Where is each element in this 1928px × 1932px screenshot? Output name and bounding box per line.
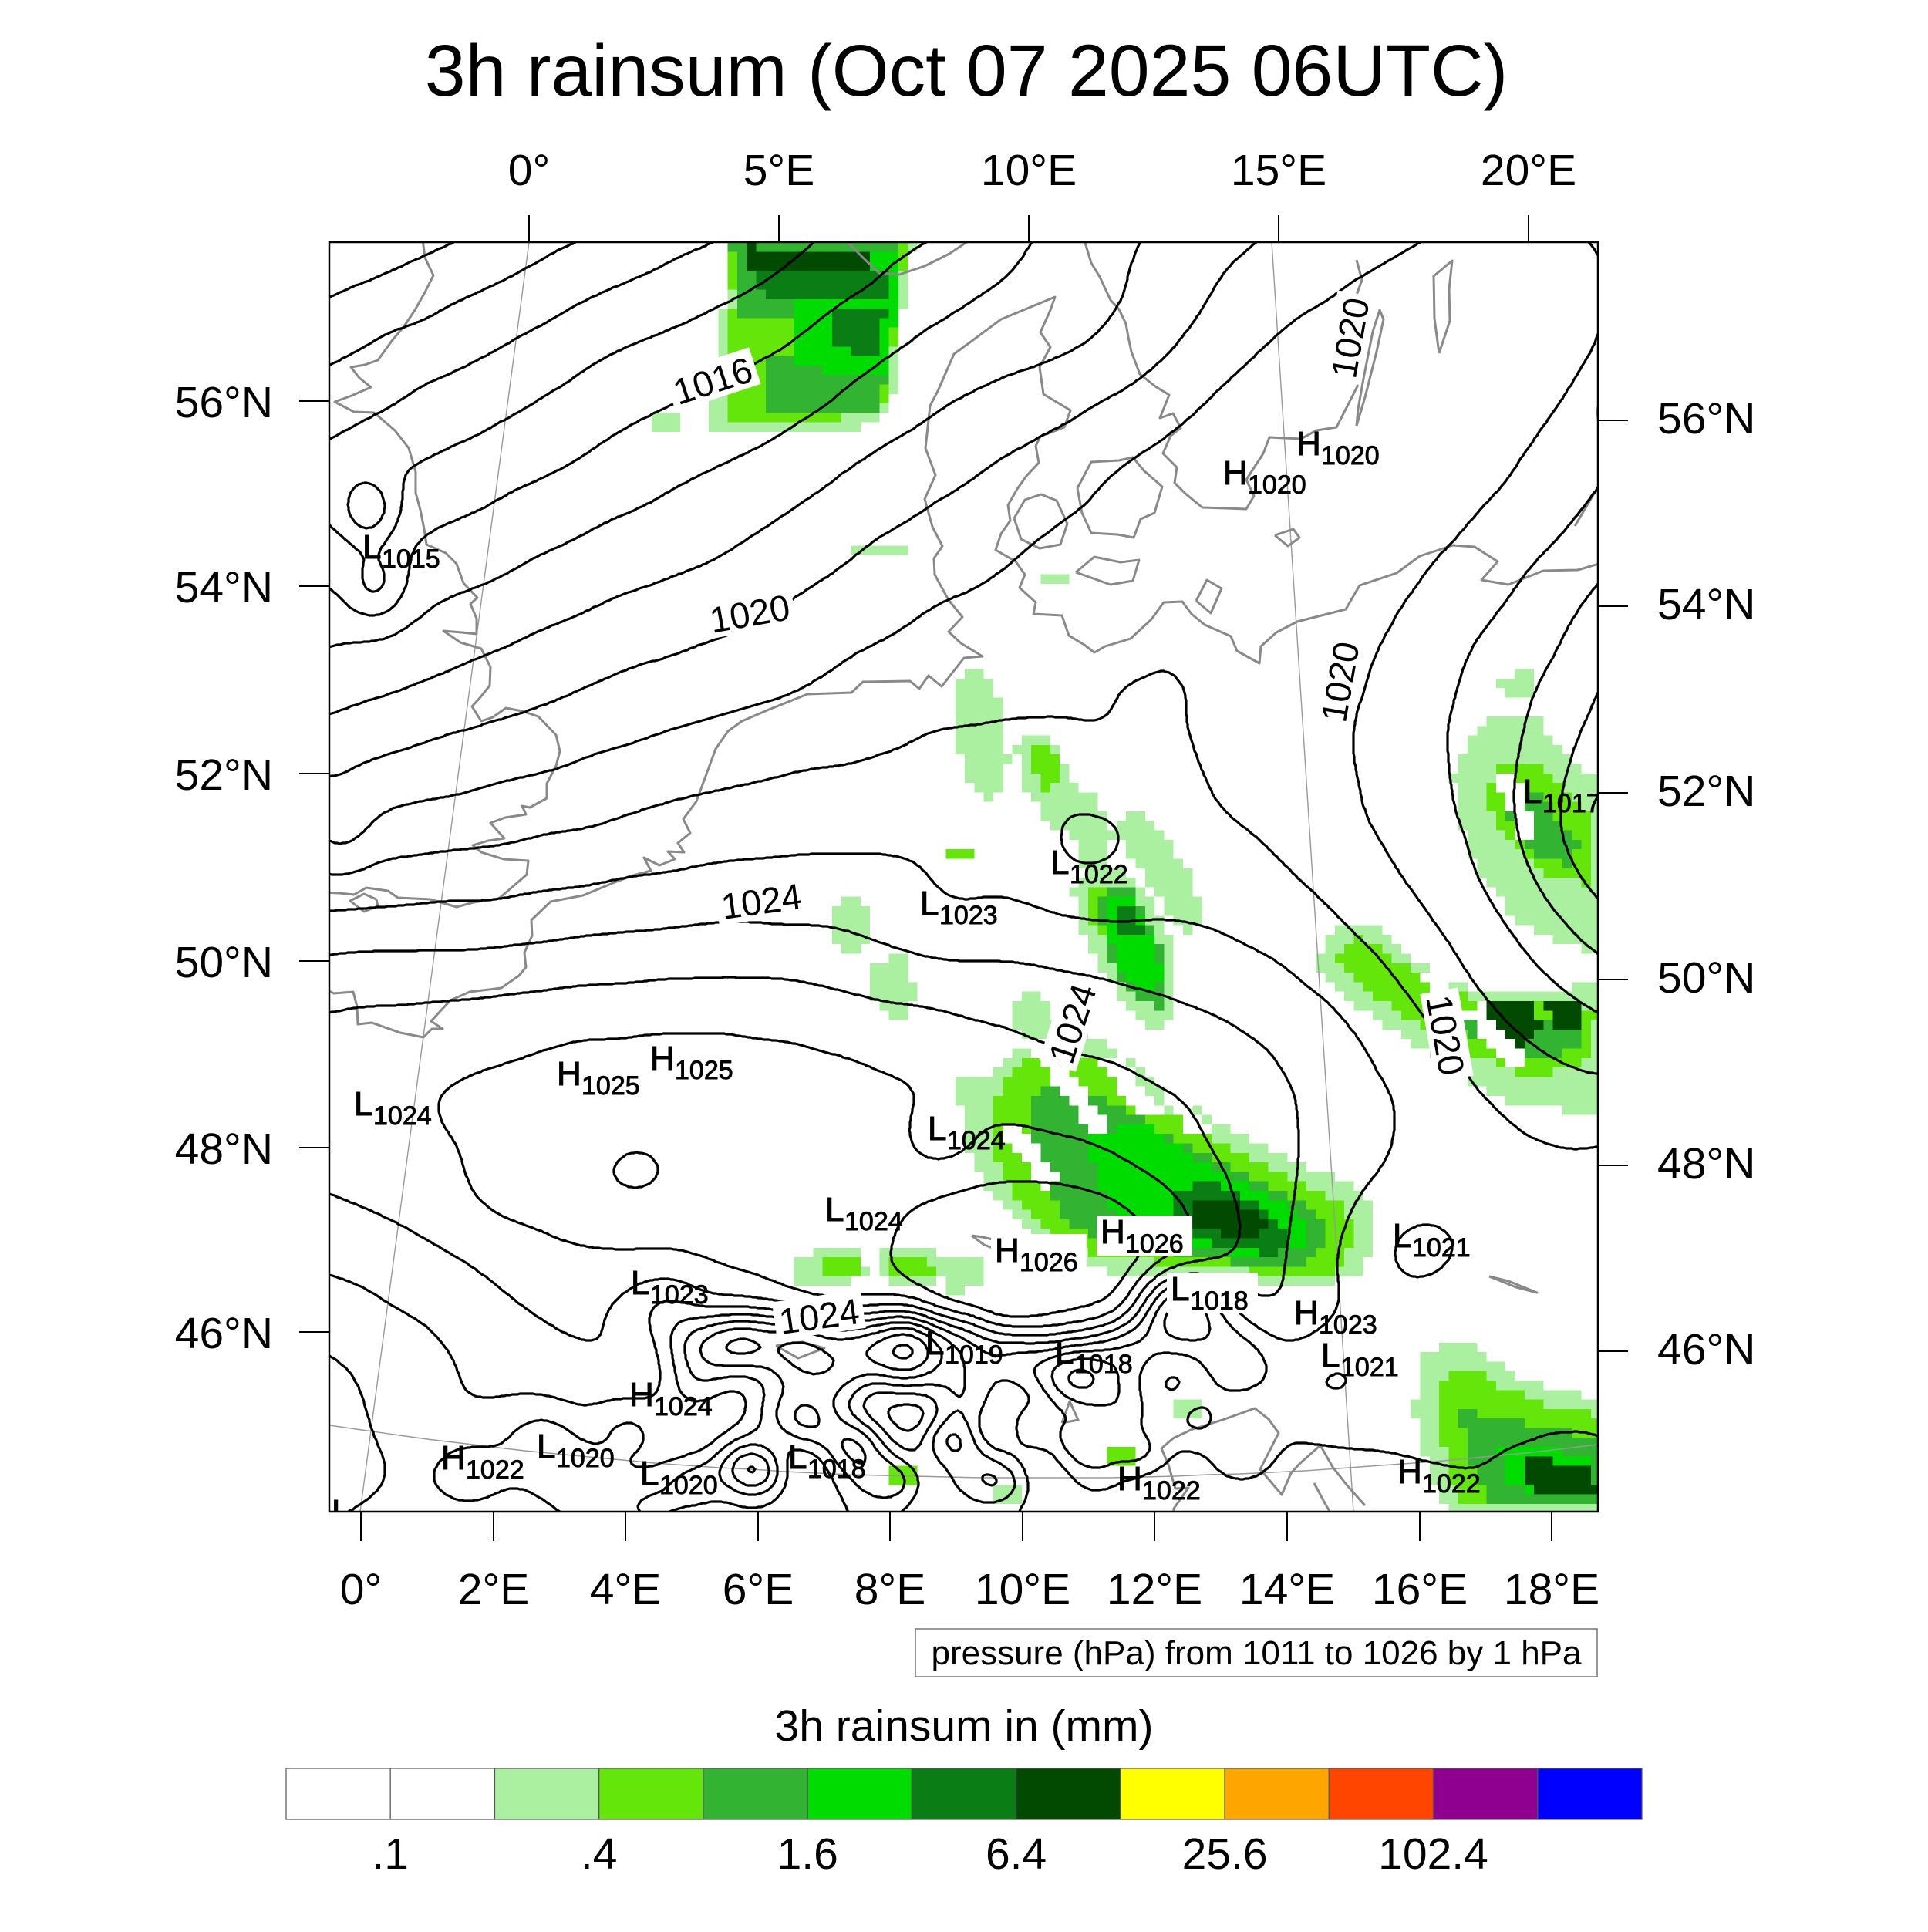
svg-text:L: L xyxy=(1171,1270,1189,1308)
svg-text:L: L xyxy=(925,1324,944,1362)
svg-text:L: L xyxy=(1050,844,1069,882)
svg-text:1021: 1021 xyxy=(1340,1353,1399,1382)
svg-text:1025: 1025 xyxy=(581,1071,640,1101)
svg-text:6.4: 6.4 xyxy=(986,1829,1047,1879)
svg-text:1015: 1015 xyxy=(382,545,440,574)
svg-text:1020: 1020 xyxy=(556,1444,615,1473)
svg-text:10°E: 10°E xyxy=(975,1565,1070,1614)
svg-text:20°E: 20°E xyxy=(1481,146,1576,195)
svg-text:.1: .1 xyxy=(372,1829,409,1879)
svg-text:56°N: 56°N xyxy=(1657,394,1755,443)
svg-text:1023: 1023 xyxy=(939,901,998,930)
svg-text:18°E: 18°E xyxy=(1504,1565,1599,1614)
svg-text:L: L xyxy=(332,1493,350,1531)
svg-text:1022: 1022 xyxy=(1070,860,1128,889)
svg-text:52°N: 52°N xyxy=(1657,767,1755,816)
svg-text:.4: .4 xyxy=(581,1829,618,1879)
svg-text:1017: 1017 xyxy=(1542,789,1601,818)
svg-text:48°N: 48°N xyxy=(175,1124,273,1174)
svg-text:H: H xyxy=(1294,1294,1319,1332)
svg-text:50°N: 50°N xyxy=(1657,953,1755,1003)
svg-text:L: L xyxy=(788,1438,807,1476)
svg-text:1025: 1025 xyxy=(675,1056,733,1085)
svg-text:L: L xyxy=(537,1428,555,1465)
svg-text:H: H xyxy=(650,1040,675,1077)
svg-text:1018: 1018 xyxy=(1190,1286,1249,1316)
svg-text:1022: 1022 xyxy=(1422,1469,1481,1499)
svg-text:3h rainsum in (mm): 3h rainsum in (mm) xyxy=(775,1701,1154,1751)
svg-text:0°: 0° xyxy=(340,1565,383,1614)
svg-text:1021: 1021 xyxy=(1412,1233,1471,1263)
svg-text:5°E: 5°E xyxy=(743,146,815,195)
svg-text:L: L xyxy=(1055,1334,1074,1371)
svg-text:1024: 1024 xyxy=(947,1126,1006,1155)
svg-text:10°E: 10°E xyxy=(981,146,1077,195)
svg-text:1022: 1022 xyxy=(466,1455,524,1485)
svg-text:L: L xyxy=(362,528,381,566)
svg-text:H: H xyxy=(1117,1460,1142,1498)
svg-text:L: L xyxy=(631,1264,649,1302)
svg-text:16°E: 16°E xyxy=(1372,1565,1468,1614)
svg-text:L: L xyxy=(928,1110,946,1148)
svg-text:46°N: 46°N xyxy=(175,1309,273,1358)
svg-text:H: H xyxy=(629,1376,654,1414)
svg-text:L: L xyxy=(825,1191,844,1229)
svg-text:1022: 1022 xyxy=(1142,1476,1201,1505)
svg-text:54°N: 54°N xyxy=(1657,580,1755,629)
svg-text:L: L xyxy=(640,1455,659,1492)
svg-text:H: H xyxy=(1397,1453,1422,1491)
svg-text:H: H xyxy=(995,1232,1020,1269)
svg-text:H: H xyxy=(1296,425,1321,463)
svg-text:1024: 1024 xyxy=(654,1392,713,1421)
svg-text:2°E: 2°E xyxy=(458,1565,530,1614)
svg-text:1019: 1019 xyxy=(945,1340,1003,1370)
svg-text:H: H xyxy=(557,1055,581,1093)
svg-text:L: L xyxy=(1321,1337,1340,1374)
svg-text:1018: 1018 xyxy=(807,1455,866,1484)
svg-text:48°N: 48°N xyxy=(1657,1139,1755,1189)
svg-text:H: H xyxy=(1101,1213,1125,1251)
svg-text:L: L xyxy=(354,1085,372,1123)
svg-text:L: L xyxy=(1393,1217,1411,1255)
svg-text:pressure (hPa) from 1011 to 10: pressure (hPa) from 1011 to 1026 by 1 hP… xyxy=(931,1634,1582,1672)
svg-text:50°N: 50°N xyxy=(175,938,273,987)
svg-text:1024: 1024 xyxy=(844,1207,903,1236)
svg-text:4°E: 4°E xyxy=(590,1565,662,1614)
svg-text:25.6: 25.6 xyxy=(1182,1829,1268,1879)
svg-text:6°E: 6°E xyxy=(723,1565,794,1614)
svg-text:14°E: 14°E xyxy=(1239,1565,1335,1614)
svg-text:54°N: 54°N xyxy=(175,563,273,612)
svg-text:102.4: 102.4 xyxy=(1378,1829,1488,1879)
svg-text:12°E: 12°E xyxy=(1107,1565,1202,1614)
svg-text:L: L xyxy=(920,885,939,922)
svg-text:H: H xyxy=(1223,454,1248,492)
svg-text:56°N: 56°N xyxy=(175,378,273,427)
svg-text:1.6: 1.6 xyxy=(777,1829,838,1879)
svg-text:1020: 1020 xyxy=(659,1471,718,1500)
svg-text:3h rainsum (Oct 07 2025 06UTC): 3h rainsum (Oct 07 2025 06UTC) xyxy=(425,30,1508,112)
svg-text:1023: 1023 xyxy=(650,1280,709,1310)
svg-text:46°N: 46°N xyxy=(1657,1325,1755,1374)
svg-text:1024: 1024 xyxy=(373,1101,432,1131)
svg-text:8°E: 8°E xyxy=(854,1565,926,1614)
svg-text:15°E: 15°E xyxy=(1231,146,1326,195)
svg-text:L: L xyxy=(1523,773,1542,811)
svg-text:1026: 1026 xyxy=(1125,1229,1184,1259)
svg-text:H: H xyxy=(441,1439,466,1477)
svg-text:1026: 1026 xyxy=(1020,1248,1078,1277)
svg-text:1020: 1020 xyxy=(1321,441,1380,470)
svg-text:1023: 1023 xyxy=(1319,1310,1377,1340)
svg-text:1018: 1018 xyxy=(1074,1350,1133,1379)
svg-text:52°N: 52°N xyxy=(175,750,273,800)
svg-text:0°: 0° xyxy=(508,146,551,195)
svg-text:1020: 1020 xyxy=(1248,470,1306,500)
